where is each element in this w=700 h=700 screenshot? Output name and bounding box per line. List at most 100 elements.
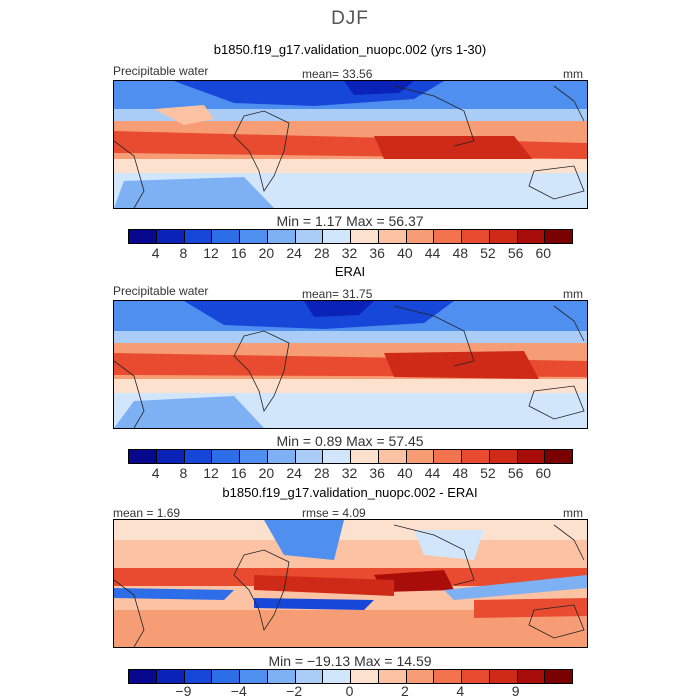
panel-1-tick: 32: [341, 245, 358, 261]
panel-2-tick: 40: [397, 465, 413, 481]
panel-1-colorbar-bin: [240, 230, 268, 243]
panel-1-tick: 16: [230, 245, 247, 261]
panel-3-colorbar-bin: [489, 670, 518, 683]
panel-3-colorbar-bin: [517, 670, 546, 683]
panel-2-field: [114, 301, 587, 428]
panel-2-tick: 20: [258, 465, 275, 481]
panel-2-colorbar-bin: [129, 450, 157, 463]
panel-2-colorbar-bin: [240, 450, 268, 463]
panel-2-tick: 44: [424, 465, 441, 481]
panel-3-colorbar-bin: [156, 670, 185, 683]
panel-2-colorbar-bin: [184, 450, 213, 463]
panel-3-tick: 4: [456, 683, 465, 699]
panel-3-rmse-label: rmse = 4.09: [302, 506, 366, 520]
panel-1-colorbar-bin: [434, 230, 462, 243]
panel-2-tick: 48: [452, 465, 469, 481]
panel-3-tick: 0: [345, 683, 354, 699]
panel-3-min-max: Min = −19.13 Max = 14.59: [268, 653, 432, 669]
panel-2-tick: 16: [230, 465, 247, 481]
panel-2-tick: 4: [151, 465, 160, 481]
panel-1-tick: 8: [179, 245, 188, 261]
panel-3-colorbar-bin: [351, 670, 379, 683]
panel-3-field: [114, 520, 587, 647]
panel-1-tick: 24: [286, 245, 302, 261]
panel-3-tick: 2: [400, 683, 409, 699]
panel-1-colorbar: [128, 229, 573, 244]
panel-3-colorbar-bin: [184, 670, 213, 683]
panel-3-units: mm: [563, 506, 583, 520]
panel-1-tick: 40: [397, 245, 413, 261]
panel-3-tick: −4: [230, 683, 247, 699]
panel-3-colorbar-bin: [240, 670, 268, 683]
panel-1-colorbar-bin: [267, 230, 296, 243]
panel-1-field: [114, 81, 587, 208]
panel-2-colorbar-bin: [545, 450, 572, 463]
panel-2-units: mm: [563, 287, 583, 301]
panel-1-mean-label: mean= 33.56: [302, 67, 373, 81]
panel-1-colorbar-bin: [323, 230, 351, 243]
panel-1-colorbar-bin: [351, 230, 379, 243]
panel-1-map: [113, 80, 588, 209]
panel-3-colorbar-bin: [129, 670, 157, 683]
panel-3-colorbar: [128, 669, 573, 684]
panel-1-colorbar-bin: [406, 230, 435, 243]
panel-3-title: b1850.f19_g17.validation_nuopc.002 - ERA…: [222, 485, 478, 500]
panel-1-colorbar-bin: [517, 230, 546, 243]
panel-2-tick: 8: [179, 465, 188, 481]
panel-1-variable-label: Precipitable water: [113, 64, 209, 78]
panel-2-mean-label: mean= 31.75: [302, 287, 373, 301]
panel-1-tick: 60: [535, 245, 552, 261]
figure-title: DJF: [331, 8, 369, 29]
panel-1-tick: 52: [480, 245, 496, 261]
panel-1-title: b1850.f19_g17.validation_nuopc.002 (yrs …: [213, 42, 487, 57]
panel-1-tick: 44: [424, 245, 441, 261]
panel-2-colorbar-bin: [295, 450, 324, 463]
panel-1-units: mm: [563, 67, 583, 81]
panel-2-colorbar-bin: [212, 450, 240, 463]
panel-1-colorbar-bin: [378, 230, 407, 243]
panel-1-tick: 48: [452, 245, 469, 261]
panel-2-colorbar-bin: [517, 450, 546, 463]
panel-1-colorbar-bin: [462, 230, 490, 243]
panel-2-colorbar-bin: [489, 450, 518, 463]
panel-1-tick: 12: [203, 245, 219, 261]
panel-2-tick: 60: [535, 465, 552, 481]
panel-2-map: [113, 300, 588, 429]
panel-3-tick: −2: [286, 683, 303, 699]
panel-2-colorbar-bin: [267, 450, 296, 463]
panel-2-title: ERAI: [334, 264, 366, 279]
panel-2-colorbar-bin: [156, 450, 185, 463]
panel-1-colorbar-bin: [545, 230, 572, 243]
panel-1-tick: 36: [369, 245, 385, 261]
panel-2-colorbar-ticks: 4 8 12 16 20 24 28 32 36 40 44 48 52 56 …: [128, 465, 571, 481]
panel-1-colorbar-bin: [156, 230, 185, 243]
panel-3-tick: −9: [175, 683, 192, 699]
panel-2-tick: 32: [341, 465, 358, 481]
panel-2-tick: 36: [369, 465, 385, 481]
panel-2-variable-label: Precipitable water: [113, 284, 209, 298]
panel-2-tick: 28: [314, 465, 330, 481]
panel-3-tick: 9: [511, 683, 520, 699]
panel-3-map: [113, 519, 588, 648]
panel-1-tick: 56: [507, 245, 524, 261]
panel-2-colorbar-bin: [462, 450, 490, 463]
panel-3-colorbar-bin: [462, 670, 490, 683]
panel-2-colorbar-bin: [434, 450, 462, 463]
panel-1-colorbar-bin: [295, 230, 324, 243]
panel-1-min-max: Min = 1.17 Max = 56.37: [276, 213, 424, 229]
panel-1-colorbar-bin: [129, 230, 157, 243]
panel-2-colorbar-bin: [406, 450, 435, 463]
panel-1-tick: 20: [258, 245, 275, 261]
panel-3-colorbar-bin: [295, 670, 324, 683]
panel-3-colorbar-bin: [267, 670, 296, 683]
panel-2-tick: 52: [480, 465, 496, 481]
panel-2-colorbar: [128, 449, 573, 464]
panel-1-colorbar-bin: [212, 230, 240, 243]
panel-3-colorbar-bin: [212, 670, 240, 683]
panel-2-min-max: Min = 0.89 Max = 57.45: [276, 433, 424, 449]
panel-1-colorbar-bin: [184, 230, 213, 243]
panel-3-colorbar-bin: [323, 670, 351, 683]
panel-3-colorbar-bin: [434, 670, 462, 683]
panel-3-mean-label: mean = 1.69: [113, 506, 181, 520]
panel-2-tick: 12: [203, 465, 219, 481]
